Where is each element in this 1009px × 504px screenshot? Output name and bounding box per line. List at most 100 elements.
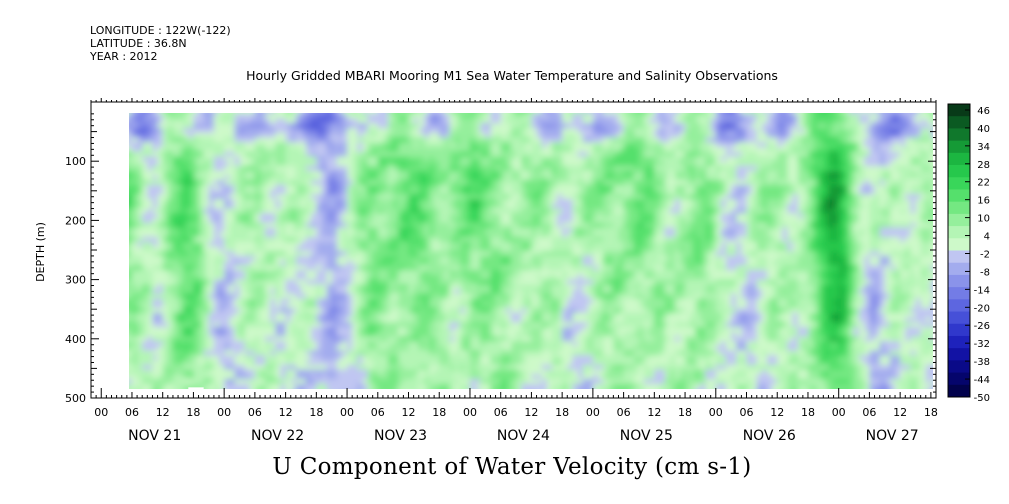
data-cell <box>510 165 517 172</box>
data-cell <box>162 222 169 229</box>
data-cell <box>157 341 164 347</box>
data-cell <box>490 113 497 120</box>
data-cell <box>275 113 282 120</box>
data-cell <box>480 255 486 262</box>
data-cell <box>429 128 435 134</box>
data-cell <box>377 170 384 177</box>
data-cell <box>434 322 440 328</box>
data-cell <box>439 113 445 120</box>
data-cell <box>326 236 333 243</box>
data-cell <box>362 128 369 134</box>
data-cell <box>377 383 384 389</box>
data-cell <box>234 341 241 347</box>
data-cell <box>469 194 476 200</box>
data-cell <box>147 369 154 375</box>
data-cell <box>311 218 317 224</box>
data-cell <box>336 165 343 172</box>
data-cell <box>408 289 415 295</box>
data-cell <box>300 128 307 134</box>
data-cell <box>413 293 420 300</box>
data-cell <box>198 222 205 229</box>
data-cell <box>265 388 271 389</box>
data-cell <box>367 137 374 143</box>
data-cell <box>454 369 461 375</box>
data-cell <box>516 241 522 248</box>
data-cell <box>234 104 240 109</box>
data-cell <box>367 331 374 338</box>
data-cell <box>300 336 307 342</box>
data-cell <box>167 284 174 290</box>
data-cell <box>229 203 235 210</box>
data-cell <box>172 270 179 276</box>
data-cell <box>347 137 353 143</box>
data-cell <box>203 364 210 371</box>
data-cell <box>490 175 497 181</box>
data-cell <box>331 165 338 172</box>
data-cell <box>454 146 461 153</box>
data-cell <box>142 151 148 158</box>
data-cell <box>423 374 430 380</box>
data-cell <box>321 246 328 252</box>
data-cell <box>213 118 220 124</box>
data-cell <box>142 165 148 172</box>
data-cell <box>178 137 184 143</box>
data-cell <box>326 203 333 210</box>
data-cell <box>367 379 374 385</box>
data-cell <box>224 142 230 148</box>
data-cell <box>157 203 164 210</box>
data-cell <box>516 142 522 148</box>
data-cell <box>464 345 471 352</box>
data-cell <box>244 270 251 276</box>
data-cell <box>516 184 522 191</box>
data-cell <box>408 189 415 195</box>
data-cell <box>449 383 456 389</box>
data-cell <box>162 113 169 120</box>
data-cell <box>490 170 497 177</box>
data-cell <box>464 364 471 371</box>
data-cell <box>321 303 328 309</box>
data-cell <box>275 142 282 148</box>
data-cell <box>311 118 317 124</box>
data-cell <box>213 379 220 385</box>
data-cell <box>224 156 230 162</box>
data-cell <box>500 322 507 328</box>
data-cell <box>418 251 425 257</box>
data-cell <box>249 203 256 210</box>
data-cell <box>331 336 338 342</box>
data-cell <box>131 246 138 252</box>
data-cell <box>464 184 471 191</box>
data-cell <box>413 175 420 181</box>
data-cell <box>331 360 338 366</box>
data-cell <box>193 170 200 177</box>
data-cell <box>142 345 148 352</box>
data-cell <box>254 137 261 143</box>
data-cell <box>131 270 138 276</box>
data-cell <box>219 199 225 205</box>
data-cell <box>408 170 415 177</box>
data-cell <box>147 104 153 109</box>
data-cell <box>203 113 210 120</box>
data-cell <box>403 274 410 281</box>
data-cell <box>505 369 512 375</box>
data-cell <box>147 388 154 389</box>
data-cell <box>511 104 517 109</box>
data-cell <box>510 289 517 295</box>
data-cell <box>295 156 302 162</box>
data-cell <box>117 171 123 176</box>
data-cell <box>234 156 241 162</box>
data-cell <box>280 289 287 295</box>
data-cell <box>357 104 363 109</box>
data-cell <box>367 279 374 285</box>
data-cell <box>444 222 451 229</box>
data-cell <box>162 241 169 248</box>
data-cell <box>162 350 169 356</box>
data-cell <box>429 274 435 281</box>
data-cell <box>198 383 205 389</box>
data-cell <box>506 398 512 403</box>
data-cell <box>485 379 492 385</box>
data-cell <box>188 260 195 266</box>
data-cell <box>418 322 425 328</box>
data-cell <box>178 222 184 229</box>
data-cell <box>208 142 215 148</box>
data-cell <box>122 180 128 185</box>
